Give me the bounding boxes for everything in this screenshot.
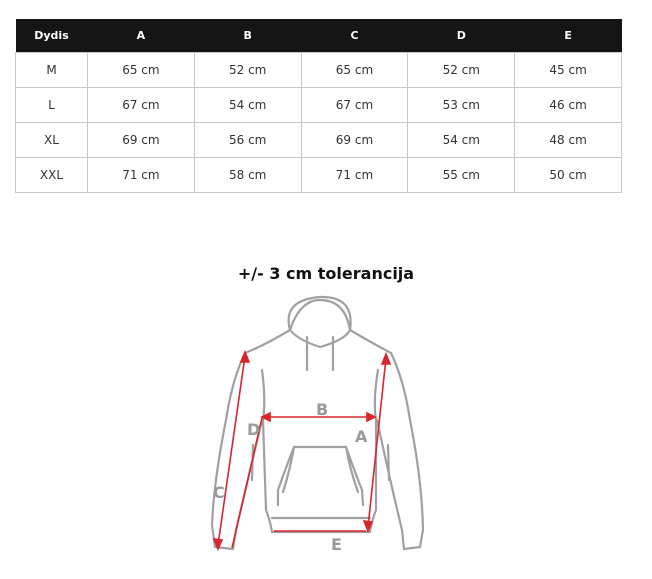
measure-cell: 53 cm: [407, 87, 516, 123]
table-row: XXL 71 cm 58 cm 71 cm 55 cm 50 cm: [15, 157, 622, 193]
label-e: E: [331, 535, 342, 554]
measure-cell: 45 cm: [514, 52, 622, 88]
measure-cell: 54 cm: [407, 122, 516, 158]
hoodie-outline-icon: [210, 295, 425, 551]
measure-cell: 48 cm: [514, 122, 622, 158]
measure-cell: 71 cm: [87, 157, 195, 193]
tolerance-note: +/- 3 cm tolerancija: [237, 264, 415, 283]
header-d: D: [407, 19, 515, 53]
header-e: E: [514, 19, 622, 53]
measure-cell: 50 cm: [514, 157, 622, 193]
header-b: B: [194, 19, 302, 53]
header-c: C: [301, 19, 408, 53]
label-d: D: [247, 420, 260, 439]
label-a: A: [355, 427, 368, 446]
size-cell: XXL: [15, 157, 88, 193]
header-a: A: [87, 19, 195, 53]
size-table: Dydis A B C D E M 65 cm 52 cm 65 cm 52 cm 45 …: [15, 19, 622, 193]
measure-cell: 67 cm: [300, 87, 409, 123]
measure-cell: 54 cm: [193, 87, 302, 123]
measure-arrows: [212, 349, 392, 552]
size-cell: M: [15, 52, 88, 88]
arrow-a: [367, 357, 387, 528]
measure-cell: 52 cm: [193, 52, 302, 88]
table-header: Dydis A B C D E: [15, 19, 622, 53]
measure-cell: 65 cm: [87, 52, 195, 88]
arrow-d: [231, 417, 263, 549]
size-cell: XL: [15, 122, 88, 158]
size-cell: L: [15, 87, 88, 123]
label-b: B: [316, 400, 328, 419]
table-row: XL 69 cm 56 cm 69 cm 54 cm 48 cm: [15, 122, 622, 158]
arrow-c: [217, 355, 246, 546]
measure-cell: 71 cm: [300, 157, 409, 193]
header-size: Dydis: [15, 19, 88, 53]
table-row: L 67 cm 54 cm 67 cm 53 cm 46 cm: [15, 87, 622, 123]
measure-cell: 56 cm: [193, 122, 302, 158]
label-c: C: [213, 483, 225, 502]
measure-cell: 58 cm: [193, 157, 302, 193]
measure-cell: 46 cm: [514, 87, 622, 123]
measure-cell: 55 cm: [407, 157, 516, 193]
